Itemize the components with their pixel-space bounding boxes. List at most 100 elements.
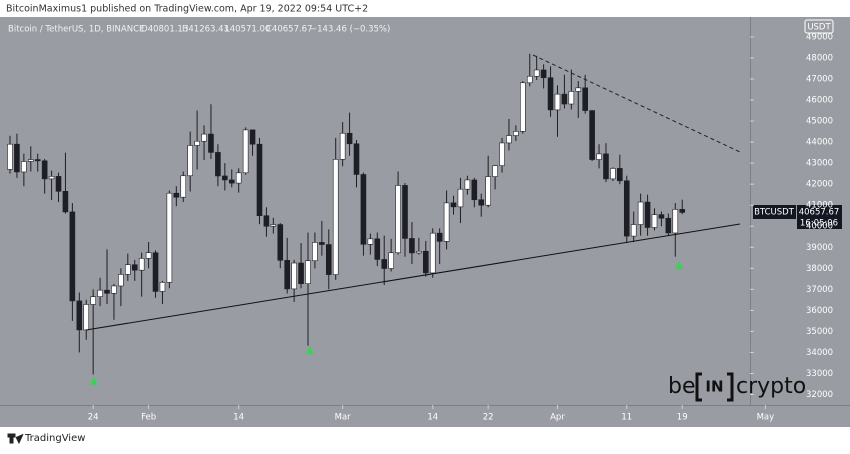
- x-tick-label: 14: [427, 413, 438, 423]
- price-label-box: [797, 205, 842, 229]
- candle-body: [520, 82, 526, 132]
- candle-body: [242, 129, 249, 174]
- legend-low: L40571.00: [225, 25, 270, 35]
- y-tick-label: 32000: [806, 390, 833, 400]
- candle-body: [623, 180, 630, 237]
- y-tick-label: 36000: [806, 306, 833, 316]
- y-tick-label: 47000: [806, 74, 833, 84]
- legend-high: H41263.43: [182, 25, 229, 35]
- candle-body: [582, 87, 588, 111]
- watermark-left: be: [668, 374, 696, 399]
- candle-body: [547, 77, 554, 111]
- candle-body: [672, 209, 679, 234]
- candle-body: [485, 176, 491, 206]
- candle-body: [62, 191, 69, 213]
- candle-body: [194, 140, 200, 146]
- candle-body: [325, 244, 332, 275]
- candle-body: [603, 153, 609, 180]
- candle-body: [610, 168, 616, 180]
- x-tick-label: Apr: [550, 413, 565, 423]
- y-tick-label: 45000: [806, 117, 833, 127]
- candle-body: [533, 69, 540, 77]
- candle-body: [679, 209, 686, 213]
- candle-body: [374, 238, 381, 260]
- candle-body: [665, 217, 672, 234]
- candle-body: [41, 160, 48, 180]
- arrow: [306, 346, 314, 354]
- candle-body: [388, 252, 394, 269]
- candle-body: [568, 91, 575, 105]
- candle-body: [513, 131, 519, 136]
- x-tick-label: 14: [233, 413, 244, 423]
- candle-body: [367, 238, 374, 245]
- legend-close: C40657.67: [266, 25, 313, 35]
- candle-body: [637, 201, 644, 225]
- y-tick-label: 41000: [806, 201, 833, 211]
- candle-body: [429, 232, 436, 274]
- candle-body: [464, 179, 471, 190]
- candle-body: [90, 296, 96, 305]
- candle-body: [332, 159, 339, 275]
- candle-body: [305, 260, 311, 284]
- candle-body: [339, 132, 346, 160]
- candle-body: [402, 185, 408, 239]
- candle-body: [118, 274, 124, 287]
- x-tick-label: 22: [483, 413, 494, 423]
- x-tick-label: 11: [621, 413, 632, 423]
- candle-body: [395, 185, 401, 254]
- legend-symbol: Bitcoin / TetherUS, 1D, BINANCE: [8, 25, 144, 35]
- y-tick-label: 33000: [806, 369, 833, 379]
- candle-body: [457, 188, 464, 208]
- candle-body: [34, 159, 41, 162]
- candle-body: [228, 179, 235, 184]
- unit-box: [804, 19, 834, 34]
- legend: Bitcoin / TetherUS, 1D, BINANCE O40801.1…: [8, 25, 390, 35]
- candle-body: [554, 93, 561, 111]
- footer-logo: [7, 433, 24, 445]
- candle-body: [263, 215, 270, 227]
- y-tick-label: 34000: [806, 348, 833, 358]
- candle-body: [131, 264, 138, 271]
- y-tick-label: 43000: [806, 159, 833, 169]
- candle-body: [173, 192, 180, 198]
- y-tick-label: 42000: [806, 180, 833, 190]
- x-tick-label: Feb: [141, 413, 156, 423]
- legend-change: −143.46 (−0.35%): [310, 25, 390, 35]
- y-tick-label: 39000: [806, 243, 833, 253]
- candle-body: [97, 289, 103, 297]
- candle-body: [443, 202, 450, 242]
- candle-body: [353, 143, 360, 175]
- candle-body: [187, 145, 193, 177]
- candle-body: [561, 93, 568, 105]
- price-label-symbol: BTCUSDT: [754, 208, 795, 218]
- candle-body: [346, 132, 353, 145]
- price-label-price: 40657.67: [799, 208, 840, 218]
- candle-body: [256, 143, 263, 217]
- x-tick-label: 24: [88, 413, 99, 423]
- candle-body: [360, 174, 367, 245]
- candle-body: [152, 252, 159, 292]
- footer: TradingView: [24, 433, 85, 444]
- candle-body: [644, 201, 651, 228]
- candle-body: [166, 192, 173, 283]
- arrow: [90, 377, 98, 385]
- candle-body: [284, 259, 291, 290]
- y-tick-label: 37000: [806, 285, 833, 295]
- candle-body: [7, 143, 13, 170]
- y-tick-label: 40000: [806, 222, 833, 232]
- y-tick-label: 49000: [806, 32, 833, 42]
- candle-body: [111, 285, 117, 294]
- candle-body: [48, 176, 55, 180]
- candle-body: [422, 250, 429, 274]
- candle-body: [450, 202, 457, 208]
- y-tick-label: 38000: [806, 264, 833, 274]
- candle-body: [159, 282, 166, 292]
- watermark-brackets: [695, 372, 734, 402]
- candle-body: [201, 133, 207, 142]
- candle-body: [506, 135, 512, 144]
- plot: [7, 53, 686, 375]
- candle-body: [145, 252, 152, 259]
- arrow: [675, 261, 683, 269]
- legend-open: O40801.13: [141, 25, 188, 35]
- candle-body: [277, 224, 284, 261]
